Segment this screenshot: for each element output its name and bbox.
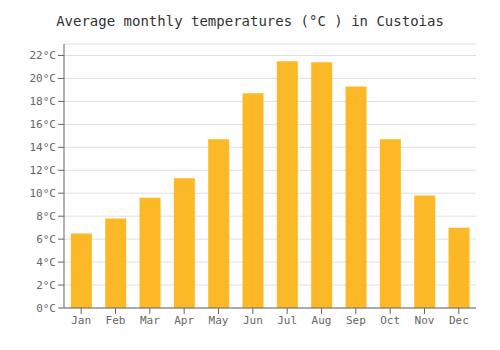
svg-text:Nov: Nov	[415, 314, 435, 327]
svg-text:12°C: 12°C	[30, 164, 57, 177]
svg-text:4°C: 4°C	[36, 256, 56, 269]
svg-text:Apr: Apr	[174, 314, 194, 327]
svg-text:Dec: Dec	[449, 314, 469, 327]
svg-text:Sep: Sep	[346, 314, 366, 327]
svg-text:2°C: 2°C	[36, 279, 56, 292]
svg-text:14°C: 14°C	[30, 141, 57, 154]
svg-text:May: May	[209, 314, 229, 327]
svg-text:22°C: 22°C	[30, 49, 57, 62]
svg-text:0°C: 0°C	[36, 302, 56, 315]
svg-text:Jul: Jul	[277, 314, 297, 327]
svg-text:Mar: Mar	[140, 314, 160, 327]
svg-text:10°C: 10°C	[30, 187, 57, 200]
svg-text:20°C: 20°C	[30, 72, 57, 85]
svg-text:8°C: 8°C	[36, 210, 56, 223]
svg-text:Aug: Aug	[312, 314, 332, 327]
svg-text:Jan: Jan	[71, 314, 91, 327]
svg-text:Jun: Jun	[243, 314, 263, 327]
svg-text:16°C: 16°C	[30, 118, 57, 131]
html-text:Average monthly temperatures (: Average monthly temperatures (°C ) in Cu…	[56, 13, 444, 29]
svg-text:18°C: 18°C	[30, 95, 57, 108]
svg-text:6°C: 6°C	[36, 233, 56, 246]
svg-text:Feb: Feb	[106, 314, 126, 327]
svg-text:Oct: Oct	[380, 314, 400, 327]
